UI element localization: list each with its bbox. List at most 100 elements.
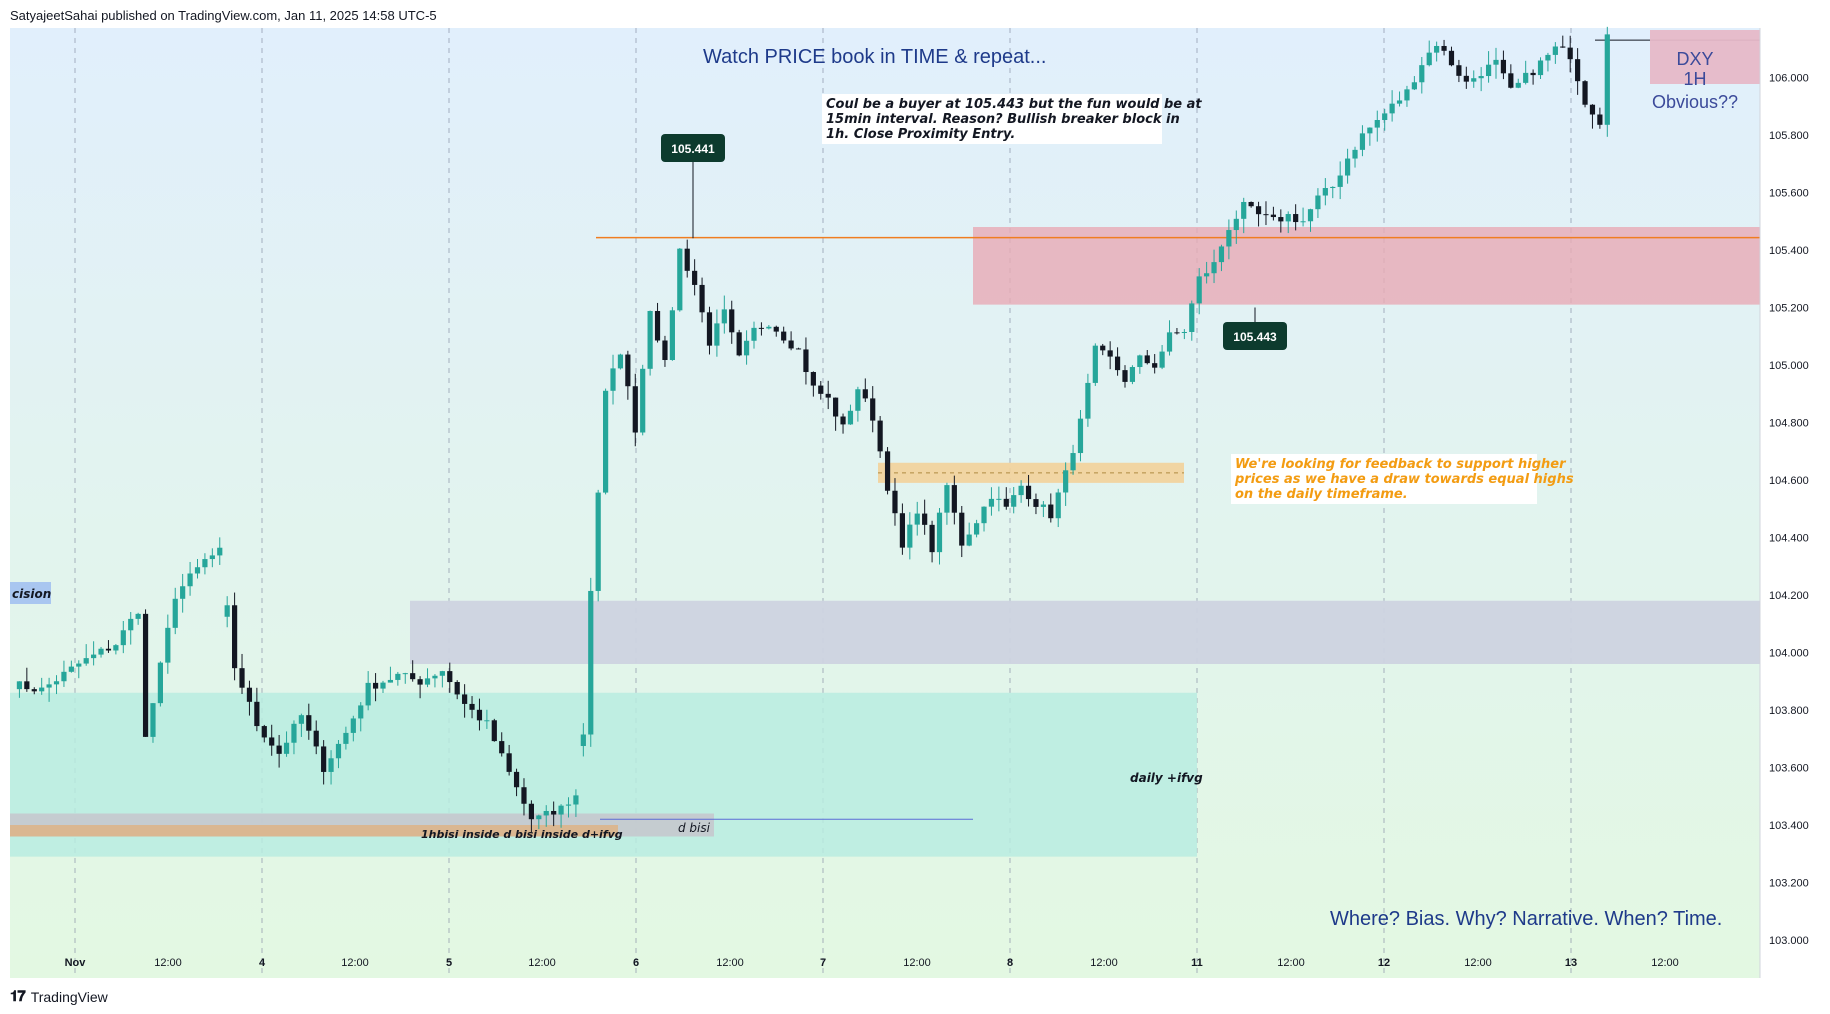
candle[interactable] bbox=[1567, 35, 1573, 73]
candle[interactable] bbox=[528, 800, 534, 833]
candle[interactable] bbox=[1367, 127, 1373, 146]
candle[interactable] bbox=[46, 677, 52, 702]
candle[interactable] bbox=[31, 687, 37, 695]
candle[interactable] bbox=[847, 404, 854, 425]
candle[interactable] bbox=[1441, 39, 1447, 56]
candle[interactable] bbox=[1100, 343, 1106, 356]
candle[interactable] bbox=[803, 337, 809, 385]
candle[interactable] bbox=[877, 416, 883, 458]
candle[interactable] bbox=[1471, 70, 1477, 88]
candle[interactable] bbox=[491, 718, 497, 742]
candle[interactable] bbox=[810, 371, 816, 397]
candle[interactable] bbox=[1456, 59, 1462, 83]
candle[interactable] bbox=[1189, 300, 1195, 341]
candle[interactable] bbox=[165, 614, 171, 674]
candle[interactable] bbox=[988, 487, 995, 516]
candle[interactable] bbox=[1196, 268, 1202, 315]
candle[interactable] bbox=[343, 726, 349, 750]
candle[interactable] bbox=[224, 596, 230, 628]
candle[interactable] bbox=[306, 703, 312, 740]
candle[interactable] bbox=[194, 559, 201, 579]
candle[interactable] bbox=[662, 335, 668, 367]
candle[interactable] bbox=[1018, 480, 1024, 503]
candle[interactable] bbox=[1300, 207, 1306, 227]
candle[interactable] bbox=[350, 715, 356, 742]
candle[interactable] bbox=[291, 720, 297, 755]
candle[interactable] bbox=[328, 750, 334, 785]
candle[interactable] bbox=[580, 723, 586, 757]
candle[interactable] bbox=[536, 814, 542, 830]
candle[interactable] bbox=[899, 503, 905, 555]
candle[interactable] bbox=[1322, 178, 1328, 206]
candle[interactable] bbox=[855, 386, 861, 422]
candle[interactable] bbox=[254, 687, 260, 732]
candle[interactable] bbox=[135, 612, 141, 625]
candle[interactable] bbox=[1374, 110, 1380, 142]
candle[interactable] bbox=[929, 520, 935, 563]
candle[interactable] bbox=[1137, 354, 1143, 374]
candle[interactable] bbox=[1174, 327, 1180, 335]
candle[interactable] bbox=[1582, 80, 1588, 108]
candle[interactable] bbox=[996, 486, 1002, 512]
candle[interactable] bbox=[1515, 78, 1521, 89]
candle[interactable] bbox=[1055, 488, 1061, 528]
candlestick-chart[interactable]: Watch PRICE book in TIME & repeat... Coul… bbox=[0, 0, 1830, 985]
candle[interactable] bbox=[736, 329, 742, 357]
candle[interactable] bbox=[187, 561, 193, 596]
candle[interactable] bbox=[1040, 501, 1046, 518]
candle[interactable] bbox=[499, 732, 505, 757]
candle[interactable] bbox=[951, 475, 957, 525]
candle[interactable] bbox=[1396, 91, 1403, 107]
candle[interactable] bbox=[217, 537, 223, 565]
candle[interactable] bbox=[513, 768, 520, 797]
candle[interactable] bbox=[884, 447, 891, 495]
candle[interactable] bbox=[1307, 208, 1314, 232]
candle[interactable] bbox=[16, 681, 23, 698]
candle[interactable] bbox=[1255, 201, 1262, 227]
candle[interactable] bbox=[202, 553, 208, 575]
candle[interactable] bbox=[1270, 206, 1276, 221]
candle[interactable] bbox=[922, 499, 928, 535]
candle[interactable] bbox=[1448, 46, 1455, 67]
candle[interactable] bbox=[128, 611, 134, 645]
candle[interactable] bbox=[595, 489, 601, 602]
candle[interactable] bbox=[1463, 66, 1469, 89]
candle[interactable] bbox=[625, 350, 631, 400]
candle[interactable] bbox=[432, 674, 438, 688]
candle[interactable] bbox=[387, 666, 394, 683]
candle[interactable] bbox=[1552, 42, 1558, 64]
candle[interactable] bbox=[1426, 40, 1432, 67]
candle[interactable] bbox=[246, 680, 253, 716]
candle[interactable] bbox=[1389, 90, 1395, 122]
candle[interactable] bbox=[1248, 201, 1254, 208]
candle[interactable] bbox=[410, 660, 416, 682]
candle[interactable] bbox=[454, 680, 460, 700]
candle[interactable] bbox=[944, 482, 950, 525]
candle[interactable] bbox=[120, 620, 126, 654]
candle[interactable] bbox=[684, 239, 690, 278]
candle[interactable] bbox=[1419, 56, 1425, 94]
candle[interactable] bbox=[1144, 350, 1150, 365]
candle[interactable] bbox=[773, 325, 779, 337]
candle[interactable] bbox=[677, 248, 683, 312]
candle[interactable] bbox=[617, 353, 624, 370]
candle[interactable] bbox=[335, 740, 342, 769]
candle[interactable] bbox=[1411, 76, 1417, 91]
candle[interactable] bbox=[647, 310, 653, 376]
candle[interactable] bbox=[469, 696, 475, 719]
candle[interactable] bbox=[966, 522, 972, 547]
candle[interactable] bbox=[1345, 148, 1351, 184]
candle[interactable] bbox=[729, 300, 735, 344]
candle[interactable] bbox=[1070, 444, 1076, 475]
candle[interactable] bbox=[476, 698, 483, 731]
candle[interactable] bbox=[276, 734, 282, 768]
candle[interactable] bbox=[83, 644, 89, 666]
candle[interactable] bbox=[395, 671, 401, 686]
candle[interactable] bbox=[417, 676, 423, 699]
candle[interactable] bbox=[551, 801, 557, 827]
candle[interactable] bbox=[462, 684, 468, 718]
candle[interactable] bbox=[506, 744, 512, 776]
candle[interactable] bbox=[610, 354, 616, 405]
candle[interactable] bbox=[981, 506, 987, 532]
candle[interactable] bbox=[1545, 52, 1551, 72]
